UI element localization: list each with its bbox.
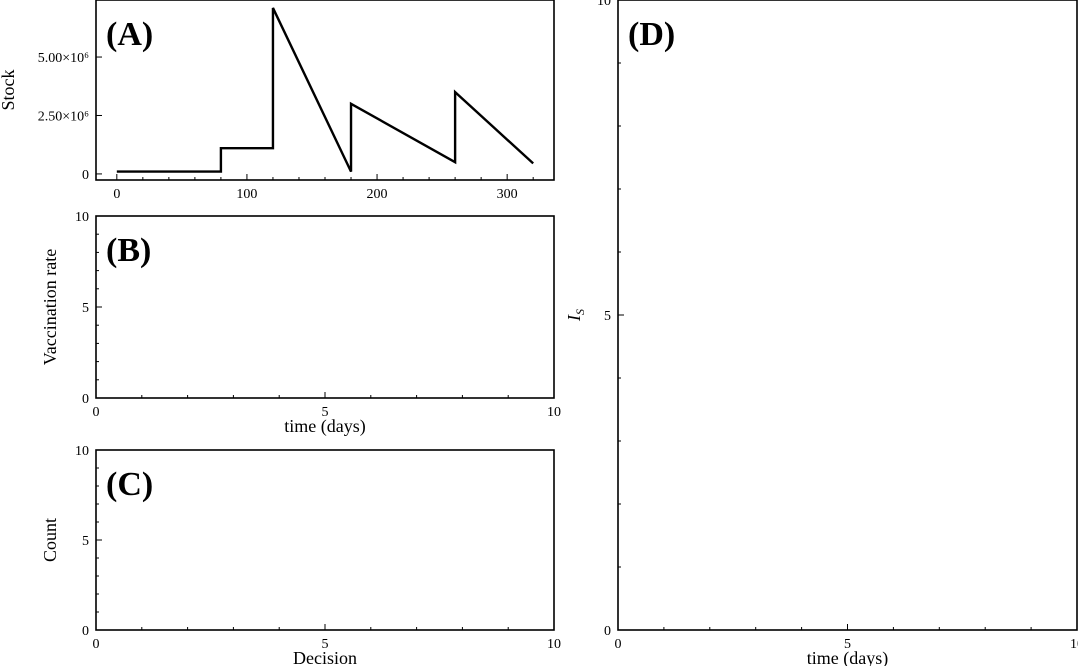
x-tick-label: 200 [367,187,388,202]
panel-label: (B) [106,232,151,269]
panel: 0 5 10 0 5 10 (C) Decision Count [40,444,561,666]
x-tick-label: 10 [547,405,561,420]
panel: 0 5 10 0 5 10 (B) time (days) Vaccination rate [40,210,561,437]
panel-label: (A) [106,16,153,53]
y-tick-label: 5 [82,534,89,549]
x-axis-label: Decision [293,648,357,666]
x-tick-label: 0 [93,637,100,652]
x-tick-label: 0 [615,637,622,652]
y-tick-label: 2.50×10⁶ [38,109,89,124]
y-tick-label: 0 [82,168,89,183]
y-tick-label: 10 [75,444,89,459]
x-axis-label: time (days) [807,648,888,666]
y-axis-label: Vaccination rate [40,249,60,365]
x-axis-label: time (days) [284,416,365,437]
x-tick-label: 100 [236,187,257,202]
panel-label: (C) [106,466,153,503]
y-axis-label: IS [564,309,587,322]
y-axis-label-main: Count [40,518,60,562]
y-axis-label-main: Vaccination rate [40,249,60,365]
y-axis-label-main: Stock [0,69,18,110]
panel-label: (D) [628,16,675,53]
x-tick-label: 5 [322,637,329,652]
x-tick-label: 300 [497,187,518,202]
data-line [116,7,534,173]
x-tick-label: 5 [322,405,329,420]
panel: 0 100 200 300 0 2.50×10⁶ 5.00×10⁶ (A) Stock [0,0,555,202]
y-axis-label: Count [40,518,60,562]
axes-frame [95,449,555,631]
y-tick-label: 5 [82,301,89,316]
y-tick-label: 5 [604,309,611,324]
x-tick-label: 5 [844,637,851,652]
axes-frame [95,0,555,181]
y-tick-label: 10 [597,0,611,9]
y-tick-label: 0 [82,624,89,639]
x-tick-label: 10 [547,637,561,652]
y-axis-label: Stock [0,69,18,110]
axes-frame [617,0,1078,631]
y-tick-label: 5.00×10⁶ [38,51,89,66]
axes-frame [95,215,555,399]
x-tick-label: 0 [113,187,120,202]
y-tick-label: 0 [82,392,89,407]
x-tick-label: 0 [93,405,100,420]
y-tick-label: 0 [604,624,611,639]
x-tick-label: 10 [1070,637,1078,652]
panel: 0 5 10 0 5 10 (D) time (days) IS [564,0,1078,666]
y-tick-label: 10 [75,210,89,225]
y-axis-label-sub: S [573,309,587,315]
y-axis-label-main: I [564,314,584,322]
